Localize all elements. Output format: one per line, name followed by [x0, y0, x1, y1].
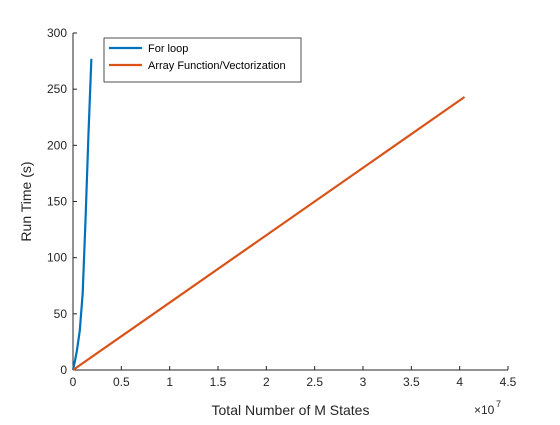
- legend: For loop Array Function/Vectorization: [103, 37, 302, 83]
- series-line-0: [71, 58, 93, 371]
- y-tick-label: 300: [47, 26, 67, 40]
- y-tick-label: 200: [47, 138, 67, 152]
- x-axis-exponent-power: 7: [496, 399, 501, 409]
- x-axis-exponent-base: ×10: [474, 403, 495, 417]
- axes: 0 0.5 1 1.5 2 2.5 3 3.5 4 4.5 0 50 100 150 200 250 300: [47, 26, 517, 389]
- y-tick-label: 50: [54, 307, 68, 321]
- x-axis-label: Total Number of M States: [212, 402, 370, 418]
- x-tick-label: 1: [166, 375, 173, 389]
- y-tick-label: 100: [47, 251, 67, 265]
- x-tick-label: 0.5: [113, 375, 130, 389]
- axis-labels: Total Number of M States Run Time (s) ×1…: [18, 161, 501, 418]
- x-tick-label: 4: [456, 375, 463, 389]
- legend-entry-label: Array Function/Vectorization: [148, 60, 286, 72]
- legend-box: [103, 37, 302, 83]
- y-tick-label: 250: [47, 82, 67, 96]
- x-tick-label: 2: [263, 375, 270, 389]
- x-tick-label: 1.5: [210, 375, 227, 389]
- x-tick-label: 3: [360, 375, 367, 389]
- y-tick-label: 0: [60, 363, 67, 377]
- y-tick-label: 150: [47, 195, 67, 209]
- x-tick-label: 3.5: [403, 375, 420, 389]
- x-tick-label: 4.5: [500, 375, 517, 389]
- x-tick-label: 2.5: [306, 375, 323, 389]
- x-tick-label: 0: [70, 375, 77, 389]
- series-line-1: [72, 96, 466, 371]
- legend-entry-label: For loop: [148, 43, 188, 55]
- y-axis-label: Run Time (s): [18, 161, 34, 241]
- series-lines: [71, 58, 466, 371]
